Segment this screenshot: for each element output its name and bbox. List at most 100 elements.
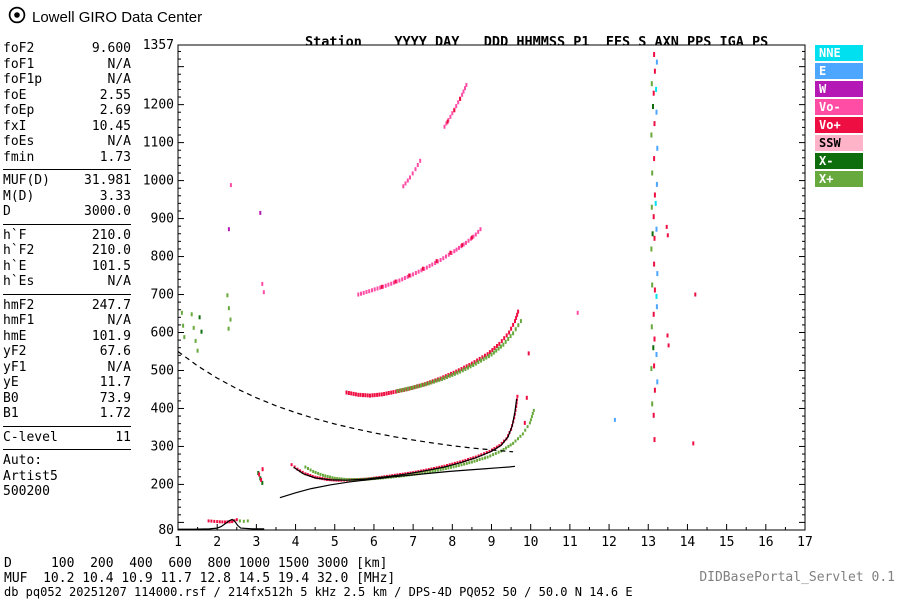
legend-item-x+: X+ [815,171,863,187]
echo-dot [413,385,416,390]
echo-dot [414,271,417,275]
echo-dot [514,319,516,324]
param-group: h`F 210.0 h`F2 210.0 h`E 101.5 h`Es N/A [3,223,131,294]
echo-dot [519,434,522,438]
echo-dot [231,520,234,524]
y-tick-label: 1000 [143,174,174,189]
echo-dot [458,245,460,250]
echo-dot [482,357,485,362]
echo-dot [235,518,238,522]
echo-dot [226,293,229,298]
echo-dot [655,109,658,115]
echo-dot [530,415,533,419]
echo-dot [221,520,224,524]
echo-dot [192,325,195,330]
scale-value: 1500 [277,556,310,571]
echo-dot [485,355,488,360]
echo-dot [387,391,390,395]
param-fof1p: foF1p N/A [3,72,131,88]
param-clevel: C-level 11 [3,430,131,446]
echo-dot [301,470,304,474]
echo-dot [319,472,322,476]
echo-dot [468,363,471,367]
y-tick-label: 900 [151,212,174,227]
scale-value: 12.8 [199,571,231,586]
echo-dot [392,390,395,395]
param-label: foF1 [3,56,35,72]
y-tick-label: 800 [151,250,174,265]
echo-dot [431,262,434,267]
echo-dot [455,464,458,468]
echo-dot [395,279,398,284]
echo-dot [408,386,411,391]
echo-dot [229,317,232,322]
echo-dot [442,467,445,471]
echo-dot [309,468,312,472]
echo-dot [419,158,422,163]
echo-dot [426,381,429,386]
echo-dot [472,234,475,239]
param-value: 11 [115,429,131,445]
y-tick-label: 300 [151,439,174,454]
echo-dot [481,457,484,461]
echo-dot [652,311,655,317]
echo-dot [651,231,654,237]
echo-dot [420,268,423,273]
scale-value: 200 [90,556,114,571]
echo-dot [421,266,424,271]
echo-dot [426,470,429,474]
param-label: foEs [3,134,35,149]
echo-dot [485,451,488,454]
scale-value: 800 [207,556,231,571]
param-label: h`Es [3,274,35,289]
echo-dot [465,461,468,465]
echo-dot [417,384,420,389]
echo-dot [460,463,463,467]
echo-dot [473,459,476,463]
echo-dot [516,394,519,398]
echo-dot [331,476,334,480]
scale-value: 10.2 [43,571,75,586]
echo-dot [519,319,522,324]
echo-dot [180,310,183,315]
echo-dot [401,387,404,392]
echo-dot [665,224,668,229]
echo-dot [509,443,512,447]
echo-dot [650,81,653,87]
echo-dot [491,348,494,353]
echo-dot [373,393,376,398]
param-label: yF1 [3,359,27,375]
echo-dot [311,474,314,478]
auto-line: Artist5 [3,468,58,484]
echo-dot [470,460,473,464]
param-value: 247.7 [91,297,131,313]
echo-dot [464,367,467,371]
echo-dot [452,465,455,469]
echo-dot [340,477,343,481]
echo-dot [457,368,460,373]
echo-dot [498,444,501,448]
echo-dot [314,475,317,479]
echo-dot [451,372,454,377]
echo-dot [435,378,438,383]
echo-dot [259,210,262,215]
echo-dot [653,156,656,162]
y-tick-label: 700 [151,288,174,303]
echo-dot [505,446,507,450]
echo-dot [655,304,658,310]
echo-dot [653,261,656,267]
echo-dot [357,392,360,397]
echo-dot [444,467,447,470]
echo-dot [479,227,482,232]
echo-dot [494,451,497,455]
echo-dot [227,227,230,232]
echo-dot [576,310,579,315]
echo-dot [366,393,369,398]
scale-label: D [4,556,12,571]
param-value: 11.7 [99,375,131,390]
param-label: fmin [3,149,35,165]
echo-dot [484,353,486,358]
echo-dot [497,450,500,454]
scale-value: 10.4 [82,571,114,586]
echo-dot [468,461,471,465]
